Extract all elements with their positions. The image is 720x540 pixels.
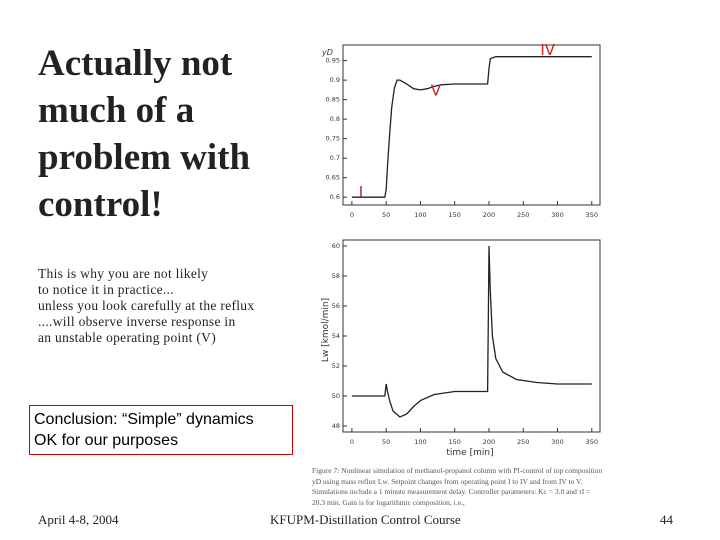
body-line: an unstable operating point (V) (38, 330, 217, 345)
annotation: V (431, 82, 442, 100)
x-tick-label: 100 (414, 438, 426, 446)
y-tick-label: 54 (332, 332, 340, 340)
x-tick-label: 200 (483, 211, 495, 219)
body-line: to notice it in practice... (38, 282, 174, 297)
y-axis-label: Lw [kmol/min] (321, 298, 331, 362)
y-tick-label: 0.85 (326, 96, 340, 104)
figure-caption: Figure 7: Nonlinear simulation of methan… (312, 466, 603, 507)
y-tick-label: 60 (332, 242, 340, 250)
x-tick-label: 150 (448, 211, 460, 219)
x-axis-label: time [min] (446, 448, 493, 458)
title-line: problem with (38, 137, 251, 178)
x-tick-label: 350 (586, 438, 598, 446)
response-curve (351, 56, 592, 198)
plot-frame (342, 239, 601, 433)
y-tick-label: 0.75 (326, 135, 340, 143)
footer-date: April 4-8, 2004 (38, 512, 119, 527)
x-tick-label: 50 (382, 438, 390, 446)
response-curve (351, 245, 592, 418)
x-tick-label: 0 (350, 438, 354, 446)
x-tick-label: 0 (350, 211, 354, 219)
x-tick-label: 300 (551, 211, 563, 219)
title-line: control! (38, 184, 163, 225)
y-tick-label: 0.65 (326, 174, 340, 182)
body-line: ....will observe inverse response in (38, 314, 236, 329)
plot-frame (342, 44, 601, 206)
title-line: much of a (38, 90, 195, 131)
page-number: 44 (660, 512, 673, 527)
x-tick-label: 350 (586, 211, 598, 219)
y-tick-label: 0.6 (330, 193, 340, 201)
annotation: I (359, 183, 363, 201)
conclusion-line: Conclusion: “Simple” dynamics (34, 411, 254, 428)
conclusion-line: OK for our purposes (34, 432, 179, 449)
y-tick-label: 48 (332, 422, 340, 430)
x-tick-label: 100 (414, 211, 426, 219)
y-tick-label: 0.9 (330, 76, 340, 84)
conclusion-box: Conclusion: “Simple” dynamics OK for our… (29, 405, 293, 455)
body-line: This is why you are not likely (38, 266, 209, 281)
footer-course: KFUPM-Distillation Control Course (270, 512, 461, 527)
annotation: IV (540, 41, 555, 59)
x-tick-label: 200 (483, 438, 495, 446)
y-tick-label: 56 (332, 302, 340, 310)
y-tick-label: 50 (332, 392, 340, 400)
y-tick-label: 0.7 (330, 154, 340, 162)
y-axis-label: yD (321, 48, 333, 57)
y-tick-label: 58 (332, 272, 340, 280)
x-tick-label: 250 (517, 211, 529, 219)
x-tick-label: 150 (448, 438, 460, 446)
y-tick-label: 0.95 (326, 57, 340, 65)
x-tick-label: 250 (517, 438, 529, 446)
x-tick-label: 50 (382, 211, 390, 219)
title-line: Actually not (38, 43, 233, 84)
body-line: unless you look carefully at the reflux (38, 298, 255, 313)
y-tick-label: 0.8 (330, 115, 340, 123)
body-text: This is why you are not likely to notice… (38, 266, 254, 346)
y-tick-label: 52 (332, 362, 340, 370)
x-tick-label: 300 (551, 438, 563, 446)
title: Actually not much of a problem with cont… (38, 40, 308, 228)
